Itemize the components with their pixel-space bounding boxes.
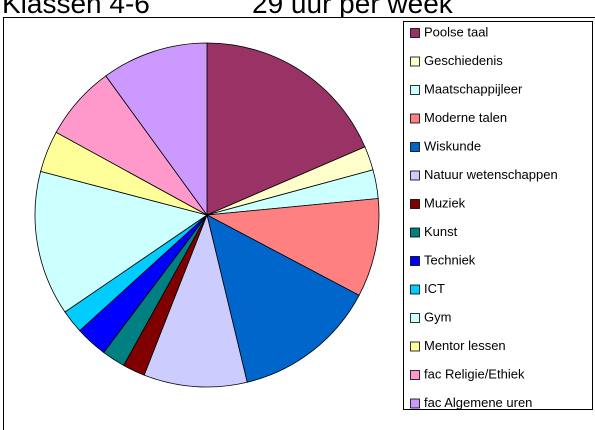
legend-label: fac Algemene uren [424,395,532,410]
pie-slice [34,170,208,313]
legend-label: Muziek [424,195,466,210]
legend-swatch [410,199,420,209]
pie-slice [206,214,360,383]
legend-swatch [410,142,420,152]
chart-title: Klassen 4-6 [2,0,150,19]
legend-swatch [410,28,420,38]
legend-swatch [410,170,420,181]
legend-swatch [410,398,420,409]
legend-swatch [410,256,420,266]
legend-label: fac Religie/Ethiek [424,366,525,381]
legend-swatch [410,341,420,352]
legend-label: Natuur wetenschappen [424,167,558,182]
legend-label: Wiskunde [424,138,481,153]
legend-label: Kunst [424,224,458,239]
pie-slice [105,42,208,217]
pie-slice [206,42,366,216]
legend-label: Poolse taal [424,24,488,39]
legend-swatch [410,85,420,95]
legend-swatch [410,227,420,238]
legend-label: Maatschappijleer [424,81,523,96]
legend-swatch [410,56,420,67]
legend-swatch [410,284,420,295]
legend-swatch [410,113,420,124]
legend-label: Gym [424,309,451,324]
pie-slice [143,213,248,388]
legend-label: ICT [424,281,445,296]
chart-subtitle: 29 uur per week [252,0,454,19]
legend-box [403,21,593,410]
legend-swatch [410,370,420,380]
legend-swatch [410,313,420,323]
legend-label: Moderne talen [424,110,507,125]
legend-label: Mentor lessen [424,338,506,353]
legend-label: Geschiedenis [424,53,503,68]
legend-label: Techniek [424,252,476,267]
pie-slice [205,198,380,296]
